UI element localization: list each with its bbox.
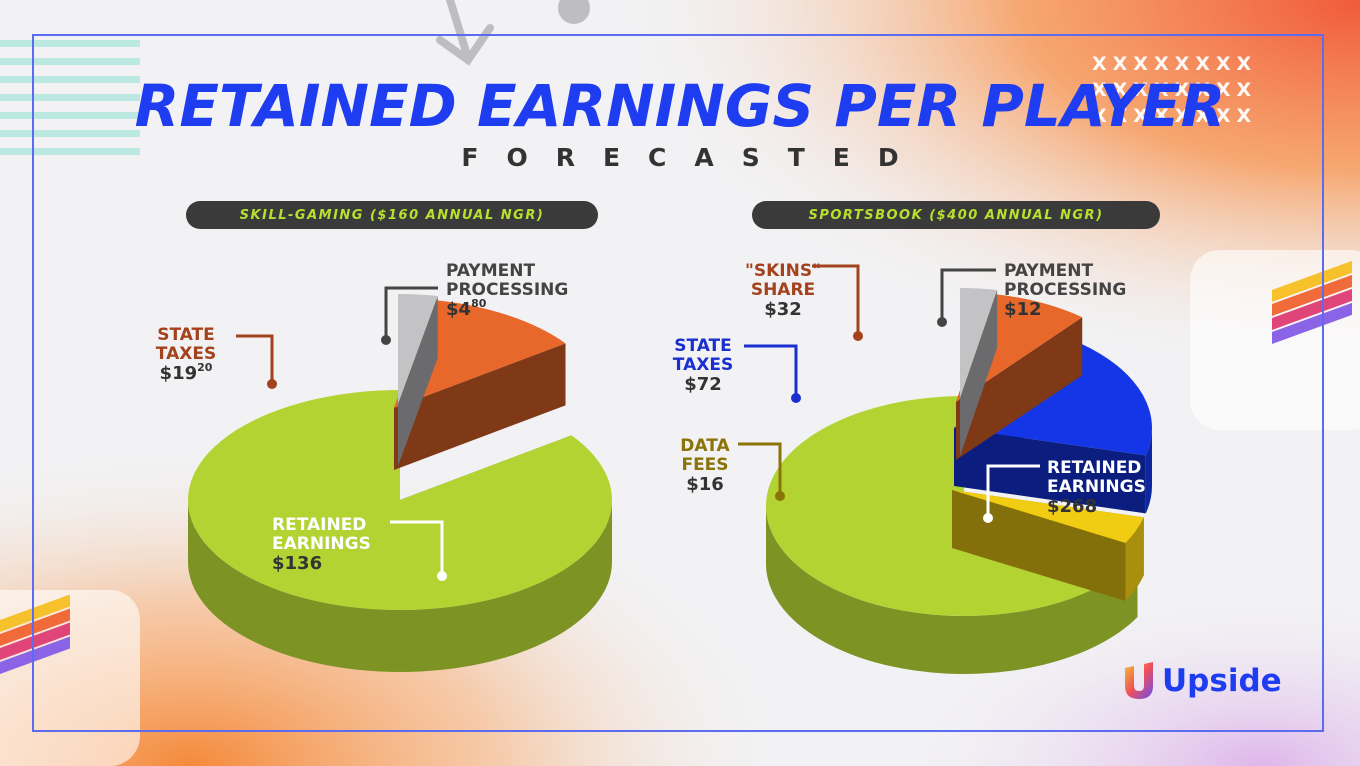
x-marks-row: XXXXXXXX (1092, 105, 1258, 127)
decor-stripe-logo-right (1272, 260, 1352, 344)
slice-value: $1920 (160, 361, 213, 384)
decor-stripe-logo-left (0, 594, 70, 674)
leader-line (390, 520, 444, 576)
logo-text: Upside (1162, 663, 1282, 699)
slice-value: $16 (686, 474, 724, 495)
slice-payment-processing (398, 294, 438, 466)
slice-value: $72 (684, 374, 722, 395)
slice-label: PROCESSING (1004, 280, 1126, 300)
slice-value-cents: 80 (471, 297, 487, 310)
slice-label: TAXES (156, 344, 216, 364)
leader-line (384, 286, 438, 340)
leader-line (940, 268, 996, 322)
decor-stripes (0, 40, 140, 155)
slice-label: "SKINS" (745, 261, 821, 281)
slice-label: FEES (681, 455, 728, 475)
slice-top (187, 390, 612, 610)
skill-gaming-chart-title: SKILL-GAMING ($160 ANNUAL NGR) (186, 201, 598, 229)
leader-dot (791, 393, 801, 403)
slice-top (960, 288, 998, 398)
slice-label: DATA (680, 436, 730, 456)
decor-card-left (0, 590, 140, 766)
leader-line (744, 344, 798, 398)
leader-dot (437, 571, 447, 581)
slice-side (188, 500, 612, 672)
slice-value: $136 (272, 553, 322, 574)
sportsbook-chart-title: SPORTSBOOK ($400 ANNUAL NGR) (752, 201, 1160, 229)
slice-value-cents: 20 (197, 361, 213, 374)
leader-dot (853, 331, 863, 341)
slice-wall (960, 289, 998, 456)
slice-top (952, 490, 1144, 543)
slice-label: PROCESSING (446, 280, 568, 300)
leader-line (738, 442, 782, 496)
pie-sportsbook: PAYMENTPROCESSING$12"SKINS"SHARE$32STATE… (673, 261, 1152, 674)
decor-dot (558, 0, 590, 24)
page-subtitle: FORECASTED (461, 143, 927, 172)
slice-wall (954, 428, 1146, 514)
slice-label: PAYMENT (446, 261, 535, 281)
slice-label: SHARE (751, 280, 815, 300)
leader-dot (267, 379, 277, 389)
slice-value: $12 (1004, 299, 1042, 320)
slice-label: EARNINGS (272, 534, 371, 554)
decor-x-marks: XXXXXXXX XXXXXXXX XXXXXXXX (1092, 51, 1257, 129)
page-title: RETAINED EARNINGS PER PLAYER (134, 72, 1226, 140)
leader-dot (983, 513, 993, 523)
leader-dot (775, 491, 785, 501)
leader-dot (937, 317, 947, 327)
content-frame (32, 34, 1324, 732)
upside-logo: Upside (1122, 662, 1282, 700)
slice-value: $32 (764, 299, 802, 320)
slice-wall (394, 343, 566, 470)
slice-label: PAYMENT (1004, 261, 1093, 281)
slice-label: STATE (674, 336, 732, 356)
leader-dot (381, 335, 391, 345)
slice-wall (398, 295, 438, 466)
leader-line (986, 464, 1040, 518)
slice-data-fees (952, 490, 1144, 601)
slice-side (1145, 428, 1152, 514)
upside-u-icon (1125, 662, 1153, 699)
x-marks-row: XXXXXXXX (1092, 53, 1258, 75)
label-skins-share: "SKINS"SHARE$32 (745, 261, 863, 341)
decor-arrow (436, 0, 494, 66)
slice-wall (952, 490, 1126, 601)
slice-value: $268 (1047, 496, 1097, 517)
slice-label: RETAINED (1047, 458, 1141, 478)
slice-payment-processing (960, 288, 998, 456)
leader-line (236, 334, 274, 384)
slice-label: STATE (157, 325, 215, 345)
x-marks-row: XXXXXXXX (1092, 79, 1258, 101)
leader-line (812, 264, 860, 336)
slice-side (1125, 517, 1144, 601)
slice-side (766, 506, 1138, 674)
slice-label: RETAINED (272, 515, 366, 535)
slice-label: TAXES (673, 355, 733, 375)
slice-label: EARNINGS (1047, 477, 1146, 497)
slice-wall (956, 317, 1083, 460)
slice-top (398, 294, 438, 404)
